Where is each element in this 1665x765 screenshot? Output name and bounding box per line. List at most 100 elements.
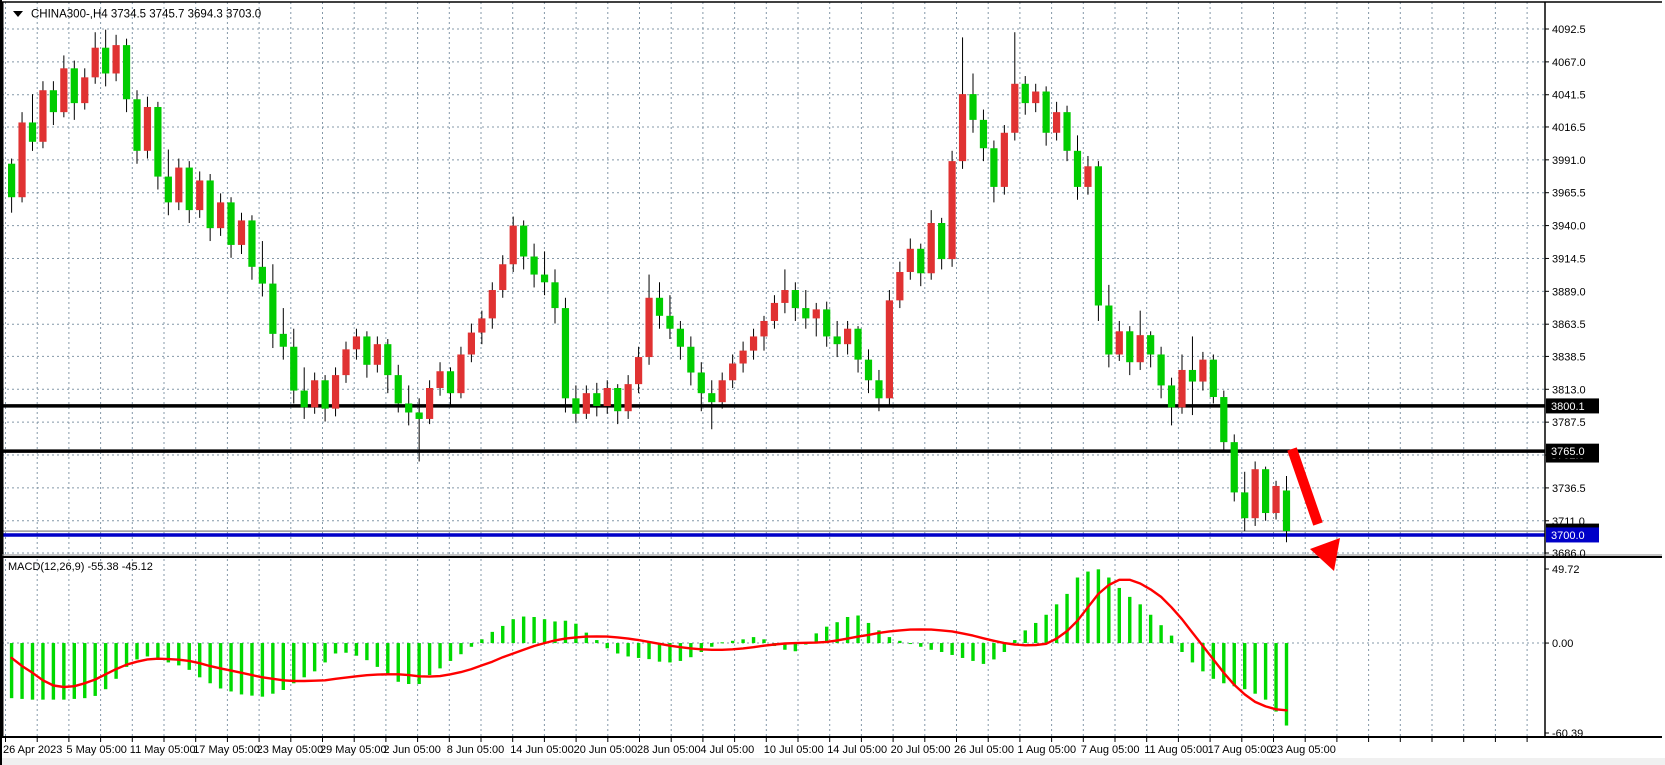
macd-bar: [636, 643, 641, 658]
macd-bar: [448, 643, 453, 661]
macd-bar: [469, 643, 474, 647]
candle-down: [676, 328, 684, 347]
candle-up: [896, 271, 904, 301]
macd-bar: [135, 643, 139, 660]
candle-down: [300, 390, 308, 408]
candle-up: [906, 248, 914, 272]
price-tick-label: 3838.5: [1552, 351, 1586, 363]
candle-up: [237, 220, 246, 245]
macd-bar: [741, 639, 745, 644]
macd-tick-label: 49.72: [1552, 564, 1580, 576]
candle-down: [248, 220, 256, 267]
time-tick-label: 23 May 05:00: [257, 744, 324, 756]
symbol-dropdown-icon[interactable]: [13, 11, 23, 17]
price-tick-label: 3914.5: [1552, 253, 1586, 265]
candle-down: [969, 94, 977, 120]
candle-down: [102, 47, 110, 74]
macd-bar: [480, 639, 484, 644]
candle-up: [781, 290, 789, 303]
macd-bar: [124, 643, 129, 667]
candle-down: [384, 344, 392, 376]
candle-up: [1032, 91, 1040, 104]
candle-up: [749, 336, 758, 351]
macd-axis[interactable]: 49.72 0.00 -60.39: [1545, 564, 1583, 740]
candle-down: [1021, 83, 1029, 104]
price-tick-label: 4016.5: [1552, 122, 1586, 134]
macd-bar: [83, 643, 87, 699]
time-tick-label: 14 Jul 05:00: [827, 744, 887, 756]
time-tick-label: 17 Aug 05:00: [1208, 744, 1273, 756]
price-axis[interactable]: 4092.5 4067.0 4041.5 4016.5 3991.0 3965.5 3940…: [1545, 24, 1586, 560]
macd-bar: [626, 643, 630, 657]
candle-up: [426, 388, 434, 419]
price-tick-label: 3813.0: [1552, 384, 1586, 396]
macd-bar: [354, 643, 359, 656]
candle-up: [844, 328, 852, 345]
candle-up: [958, 94, 967, 162]
candle-up: [1084, 166, 1092, 187]
macd-bar: [51, 643, 56, 700]
macd-bar: [1117, 587, 1121, 644]
arrow-head-icon: [1310, 538, 1340, 571]
candle-down: [164, 176, 172, 203]
candle-down: [405, 403, 413, 413]
macd-bar: [333, 643, 338, 654]
arrow-shaft: [1287, 447, 1323, 526]
price-badge: [1546, 527, 1599, 543]
candle-down: [854, 328, 862, 360]
candle-down: [875, 380, 883, 399]
macd-bar: [908, 643, 912, 645]
candle-down: [1042, 91, 1050, 133]
macd-bar: [271, 643, 275, 694]
macd-bar: [229, 643, 233, 692]
candle-up: [436, 371, 444, 389]
macd-bar: [1107, 577, 1111, 644]
candle-down: [687, 346, 695, 373]
candle-down: [1157, 354, 1165, 386]
macd-bar: [1075, 577, 1080, 644]
macd-bar: [710, 643, 714, 647]
macd-bar: [323, 643, 327, 663]
candle-up: [718, 380, 726, 403]
macd-bar: [218, 643, 223, 689]
macd-bar: [62, 643, 66, 700]
candle-down: [697, 372, 705, 394]
time-tick-label: 26 Apr 2023: [3, 744, 62, 756]
candle-down: [49, 90, 57, 113]
candle-up: [739, 350, 747, 364]
candle-up: [812, 309, 820, 319]
candle-up: [143, 106, 152, 151]
macd-bar: [762, 639, 766, 644]
macd-bar: [845, 616, 850, 644]
macd-bar: [1128, 596, 1132, 644]
time-tick-label: 11 Aug 05:00: [1144, 744, 1208, 756]
macd-bar: [386, 643, 390, 675]
time-tick-label: 23 Aug 05:00: [1271, 744, 1336, 756]
candle-down: [227, 202, 235, 245]
macd-bar: [647, 643, 651, 660]
trend-arrow-annotation[interactable]: [1287, 447, 1340, 571]
macd-bar: [407, 643, 411, 685]
candle-down: [1220, 397, 1228, 443]
macd-bar: [532, 616, 536, 644]
macd-bar: [542, 619, 547, 644]
macd-bar: [521, 616, 526, 644]
macd-bar: [825, 626, 829, 644]
candle-down: [1105, 305, 1113, 355]
symbol-title[interactable]: CHINA300-,H4 3734.5 3745.7 3694.3 3703.0: [31, 9, 261, 21]
candle-up: [112, 45, 120, 74]
macd-bar: [438, 643, 442, 669]
candle-up: [217, 202, 225, 229]
candle-up: [885, 300, 893, 399]
candle-up: [39, 90, 47, 142]
candle-up: [1011, 83, 1019, 133]
macd-bar: [312, 643, 317, 672]
candle-up: [509, 225, 517, 265]
candle-down: [917, 248, 925, 274]
candle-up: [635, 357, 643, 385]
price-tick-label: 3889.0: [1552, 286, 1586, 298]
macd-bar: [574, 623, 578, 644]
